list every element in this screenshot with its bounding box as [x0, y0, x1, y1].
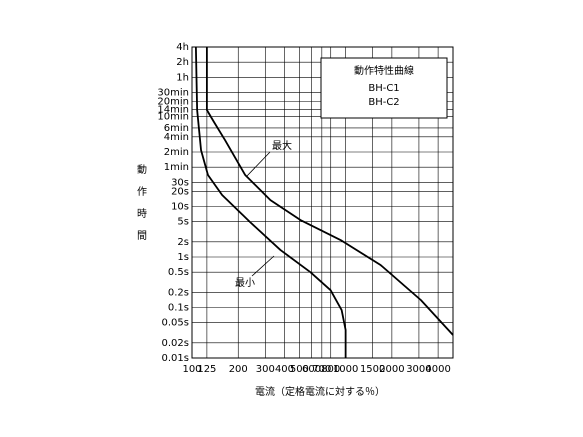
x-tick-label: 600 [302, 364, 321, 375]
y-tick-label: 10min [157, 112, 189, 123]
x-tick-label: 1000 [333, 364, 358, 375]
x-tick-label: 4000 [425, 364, 450, 375]
y-tick-label: 30s [171, 177, 189, 188]
x-tick-label: 2000 [379, 364, 404, 375]
curve-label: 最小 [235, 277, 255, 289]
x-tick-label: 1500 [360, 364, 385, 375]
info-model: BH-C2 [368, 97, 399, 108]
info-title: 動作特性曲線 [354, 64, 414, 77]
y-tick-label: 20min [157, 96, 189, 107]
x-tick-label: 500 [290, 364, 309, 375]
y-tick-label: 0.2s [168, 287, 189, 298]
y-tick-label: 30min [157, 88, 189, 99]
info-model: BH-C1 [368, 83, 399, 94]
y-tick-label: 2min [164, 147, 189, 158]
y-tick-label: 2h [176, 57, 189, 68]
y-tick-label: 1s [177, 252, 189, 263]
curve-label: 最大 [272, 139, 292, 152]
y-tick-label: 0.01s [162, 353, 189, 364]
y-tick-label: 14min [157, 104, 189, 115]
x-tick-label: 125 [197, 364, 216, 375]
x-axis-label: 電流（定格電流に対する％） [255, 385, 385, 398]
x-tick-label: 800 [321, 364, 340, 375]
y-tick-label: 6min [164, 123, 189, 134]
curve [194, 46, 347, 358]
y-tick-label: 20s [171, 186, 189, 197]
y-tick-label: 2s [177, 237, 189, 248]
x-tick-label: 200 [229, 364, 248, 375]
annotation-arrow [251, 255, 275, 277]
y-tick-label: 1h [176, 72, 189, 83]
y-axis-label: 動作時間 [135, 163, 147, 252]
annotation-arrow [245, 151, 271, 178]
y-tick-label: 10s [171, 201, 189, 212]
curve [205, 47, 454, 336]
y-tick-label: 4min [164, 132, 189, 143]
y-tick-label: 4h [176, 42, 189, 53]
y-tick-label: 0.02s [162, 338, 189, 349]
x-tick-label: 100 [182, 364, 201, 375]
y-tick-label: 0.05s [162, 318, 189, 329]
x-tick-label: 3000 [406, 364, 431, 375]
y-tick-label: 5s [177, 217, 189, 228]
x-tick-label: 400 [275, 364, 294, 375]
info-box [320, 57, 448, 119]
x-tick-label: 300 [256, 364, 275, 375]
y-tick-label: 0.1s [168, 302, 189, 313]
y-tick-label: 0.5s [168, 267, 189, 278]
y-tick-label: 1min [164, 162, 189, 173]
plot-frame [191, 46, 454, 359]
x-tick-label: 700 [312, 364, 331, 375]
